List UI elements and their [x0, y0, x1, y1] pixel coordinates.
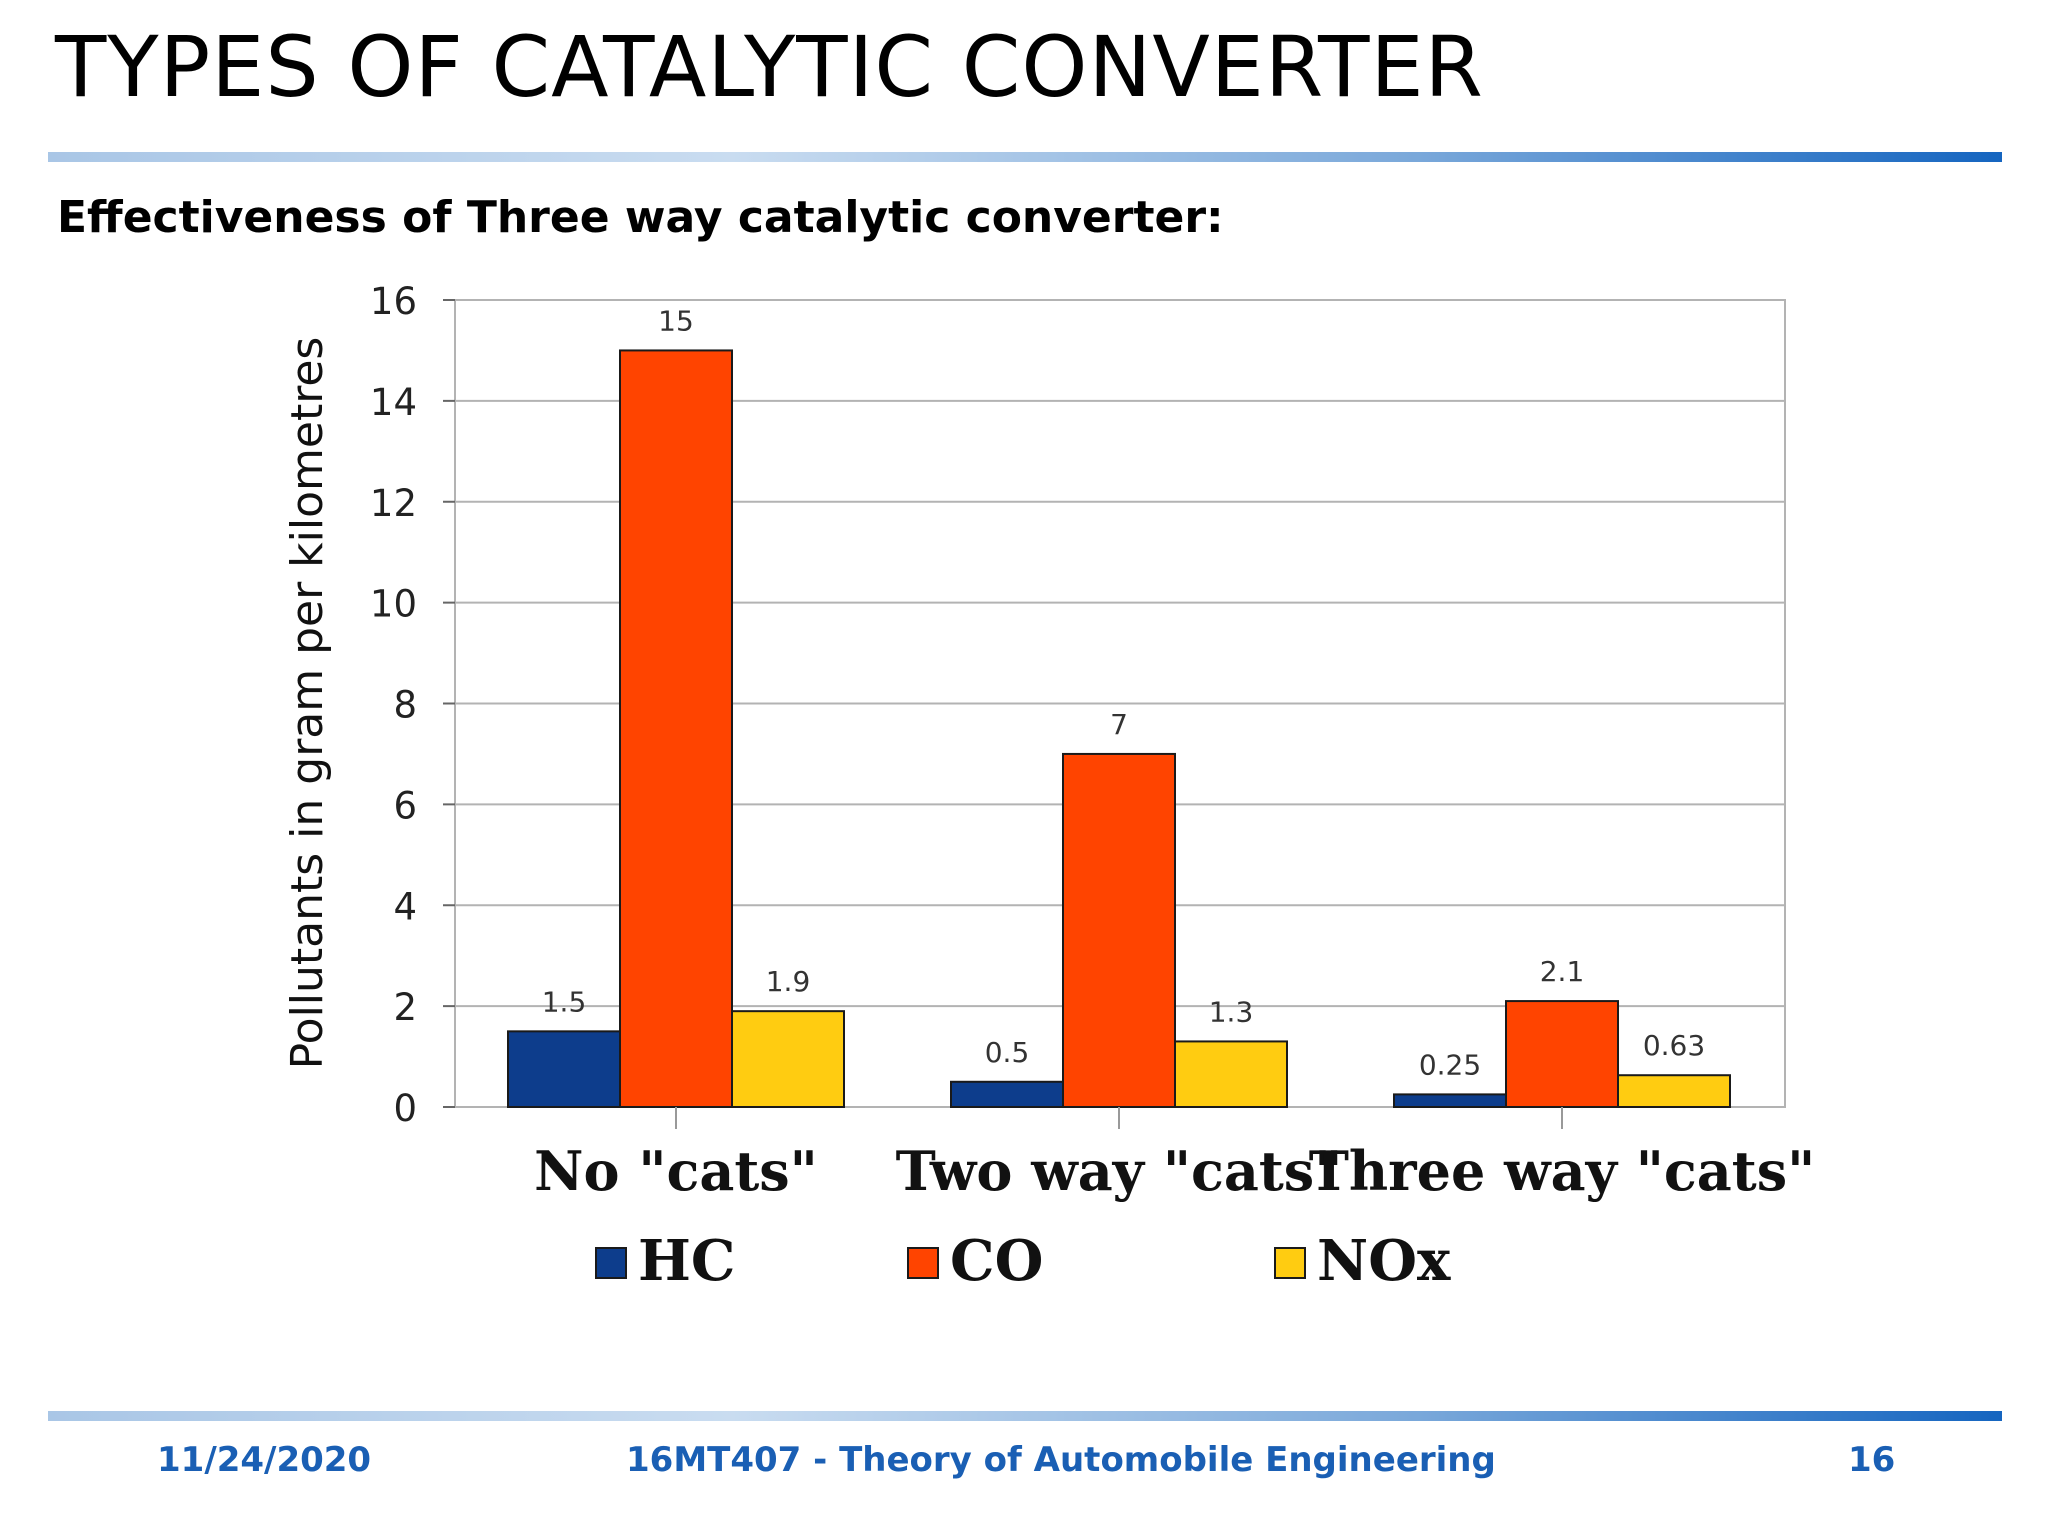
- legend-label-nox: NOx: [1317, 1228, 1451, 1294]
- slide-title: TYPES OF CATALYTIC CONVERTER: [55, 18, 1484, 116]
- footer-rule: [48, 1411, 2002, 1421]
- y-tick-label: 4: [393, 885, 417, 928]
- data-label: 0.63: [1643, 1029, 1705, 1062]
- data-label: 2.1: [1540, 955, 1585, 988]
- legend-swatch-hc: [595, 1247, 627, 1279]
- legend-label-co: CO: [950, 1228, 1043, 1294]
- data-label: 7: [1110, 708, 1128, 741]
- bar-nox: [1617, 1074, 1731, 1108]
- bar-hc: [1393, 1093, 1507, 1108]
- y-tick-label: 16: [370, 280, 417, 323]
- y-tick-label: 12: [370, 482, 417, 525]
- bar-nox: [1174, 1040, 1288, 1109]
- pollutant-bar-chart: 0 2 4 6 8 10 12 14 16 Pollutants in gram per kilo…: [282, 280, 1816, 1294]
- x-tick-label: No "cats": [534, 1139, 818, 1203]
- header-rule: [48, 152, 2002, 162]
- legend-label-hc: HC: [638, 1228, 735, 1294]
- footer-course: 16MT407 - Theory of Automobile Engineeri…: [626, 1440, 1496, 1480]
- y-tick-label: 2: [393, 986, 417, 1029]
- data-label: 0.25: [1419, 1048, 1481, 1081]
- y-tick-label: 6: [393, 784, 417, 827]
- x-tick-label: Three way "cats": [1309, 1139, 1816, 1203]
- legend-swatch-co: [907, 1247, 939, 1279]
- bar-nox: [731, 1010, 845, 1109]
- x-tick-label: Two way "cats": [896, 1139, 1343, 1203]
- data-label: 1.5: [542, 985, 587, 1018]
- data-label: 1.9: [766, 965, 811, 998]
- data-label: 1.3: [1209, 995, 1254, 1028]
- data-label: 15: [658, 304, 694, 337]
- slide-subtitle: Effectiveness of Three way catalytic con…: [57, 192, 1224, 243]
- data-label: 0.5: [985, 1036, 1030, 1069]
- bar-co: [619, 349, 733, 1108]
- y-tick-label: 14: [370, 381, 417, 424]
- bar-hc: [507, 1030, 621, 1108]
- y-tick-label: 0: [393, 1087, 417, 1130]
- bar-co: [1062, 752, 1176, 1108]
- y-tick-label: 10: [370, 583, 417, 626]
- legend-swatch-nox: [1274, 1247, 1306, 1279]
- bar-hc: [950, 1080, 1064, 1108]
- footer-date: 11/24/2020: [157, 1440, 372, 1480]
- bar-co: [1505, 1000, 1619, 1108]
- y-tick-label: 8: [393, 684, 417, 727]
- y-axis-label: Pollutants in gram per kilometres: [282, 337, 333, 1070]
- footer-page-number: 16: [1848, 1440, 1896, 1480]
